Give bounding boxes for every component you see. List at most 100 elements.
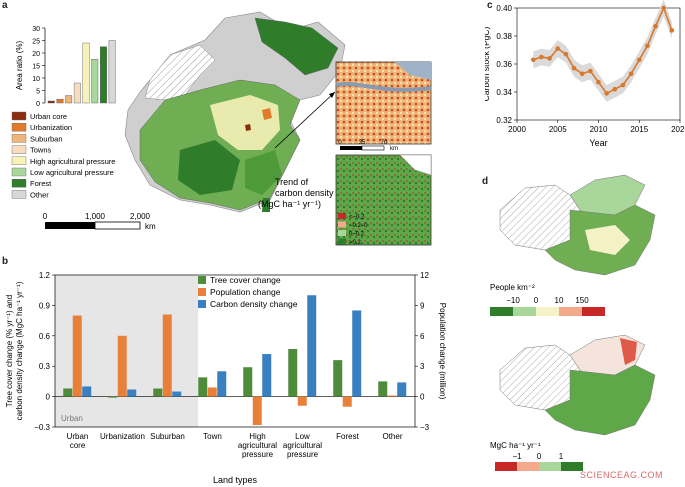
- bar-population-change: [72, 315, 82, 397]
- right-tick-label: 0: [420, 393, 425, 402]
- inset-bar: [65, 95, 73, 104]
- colorbar-swatch: [539, 462, 561, 471]
- right-tick-label: 12: [420, 271, 429, 280]
- right-tick-label: 6: [420, 332, 425, 341]
- right-tick-label: 9: [420, 301, 425, 310]
- trend-label: −0.2–0: [349, 223, 368, 229]
- colorbar-tick: −10: [506, 296, 520, 305]
- zoom-scale-tick-0: 0: [338, 140, 342, 146]
- left-axis-label-1: Tree cover change (% yr⁻¹) and: [5, 295, 14, 407]
- right-tick-label: 3: [420, 362, 425, 371]
- x-category-label: agricultural: [238, 441, 277, 450]
- colorbar-swatch: [582, 307, 605, 316]
- colorbar-swatch: [513, 307, 536, 316]
- bar-population-change: [252, 396, 262, 425]
- x-tick-label: 2010: [590, 125, 608, 134]
- left-tick-label: 0.9: [39, 301, 51, 310]
- legend-swatch: [11, 134, 27, 143]
- urban-shade-label: Urban: [61, 414, 83, 423]
- inset-bar: [108, 40, 116, 104]
- legend-label: Towns: [30, 146, 52, 155]
- bar-tree-cover-change: [288, 348, 298, 397]
- x-category-label: Town: [203, 432, 222, 441]
- y-tick-label: 0.38: [496, 32, 512, 41]
- legend-swatch: [11, 178, 27, 188]
- data-point: [669, 28, 675, 33]
- zoom-arrow: [274, 91, 336, 149]
- x-category-label: pressure: [242, 450, 274, 459]
- zoom-forest-panel: [335, 154, 432, 246]
- data-point: [620, 82, 626, 88]
- colorbar-swatch: [561, 462, 583, 471]
- inset-y-tick-label: 5: [36, 89, 40, 96]
- scale-unit: km: [145, 222, 156, 231]
- x-category-label: Other: [382, 432, 402, 441]
- legend-label: Forest: [30, 179, 52, 188]
- legend-label: High agricultural pressure: [30, 157, 115, 166]
- legend-swatch: [11, 167, 27, 177]
- x-axis-label: Year: [589, 138, 607, 148]
- population-unit: People km⁻²: [490, 283, 535, 292]
- panel-label-a: a: [2, 0, 8, 11]
- colorbar-tick: 10: [555, 296, 564, 305]
- left-tick-label: 0.3: [39, 362, 51, 371]
- panel-label-c: c: [487, 0, 493, 11]
- legend-label: Population change: [210, 287, 281, 297]
- left-axis-label-2: carbon density change (MgC ha⁻¹ yr⁻¹): [15, 281, 24, 420]
- legend-label: Suburban: [30, 134, 63, 143]
- x-category-label: Low: [295, 432, 310, 441]
- inset-bar: [47, 100, 55, 104]
- trend-label: >0.2: [349, 240, 362, 246]
- plot-frame: [54, 274, 416, 428]
- bar-tree-cover-change: [63, 388, 73, 397]
- map-scale-bar: 0 1,000 2,000 km: [43, 212, 156, 231]
- inset-y-tick-label: 15: [32, 64, 40, 71]
- x-category-label: agricultural: [283, 441, 322, 450]
- y-tick-label: 0.34: [496, 88, 512, 97]
- watermark: SCIENCEAG.COM: [580, 470, 664, 480]
- legend-swatch: [11, 190, 27, 199]
- data-point: [604, 91, 609, 96]
- x-tick-label: 2000: [508, 125, 526, 134]
- scale-tick-1: 1,000: [85, 212, 106, 221]
- data-point: [628, 71, 634, 77]
- colorbar-swatch: [490, 307, 513, 316]
- trend-title-3: (MgC ha⁻¹ yr⁻¹): [258, 199, 321, 209]
- y-axis-label: Carbon stock (PgC): [485, 27, 491, 102]
- colorbar-swatch: [536, 307, 559, 316]
- carbon-unit: MgC ha⁻¹ yr⁻¹: [490, 441, 541, 450]
- data-point: [571, 65, 577, 71]
- colorbar-tick: −1: [512, 452, 522, 461]
- bar-carbon-density-change: [217, 371, 227, 397]
- population-map: [499, 174, 656, 276]
- data-point: [596, 79, 601, 85]
- bar-carbon-density-change: [262, 354, 272, 397]
- bar-carbon-density-change: [82, 386, 92, 397]
- inset-bar: [99, 46, 107, 104]
- bar-population-change: [387, 395, 397, 397]
- legend-label: Other: [30, 190, 49, 199]
- zoom-scale-tick-1: 35: [359, 140, 366, 146]
- data-point: [563, 51, 569, 57]
- data-point: [555, 46, 561, 51]
- x-tick-label: 2015: [630, 125, 648, 134]
- y-tick-label: 0.36: [496, 60, 512, 69]
- legend-swatch: [198, 300, 206, 308]
- colorbar-tick: 0: [534, 296, 539, 305]
- legend-label: Urbanization: [30, 123, 72, 132]
- data-point: [531, 57, 536, 63]
- scale-tick-2: 2,000: [130, 212, 151, 221]
- y-tick-label: 0.32: [496, 116, 512, 125]
- bar-tree-cover-change: [378, 381, 388, 397]
- zoom-scale-bar: 0 35 70 km: [338, 140, 398, 152]
- data-point: [612, 86, 618, 92]
- right-tick-label: −3: [420, 423, 430, 432]
- legend-swatch: [198, 288, 206, 296]
- x-category-label: Urban: [67, 432, 89, 441]
- trend-swatch: [338, 238, 346, 245]
- trend-title-1: Trend of: [275, 177, 309, 187]
- bar-population-change: [342, 396, 352, 407]
- right-axis-label: Population change (million): [438, 303, 447, 400]
- bar-tree-cover-change: [153, 388, 163, 397]
- panel-label-d: d: [482, 176, 489, 187]
